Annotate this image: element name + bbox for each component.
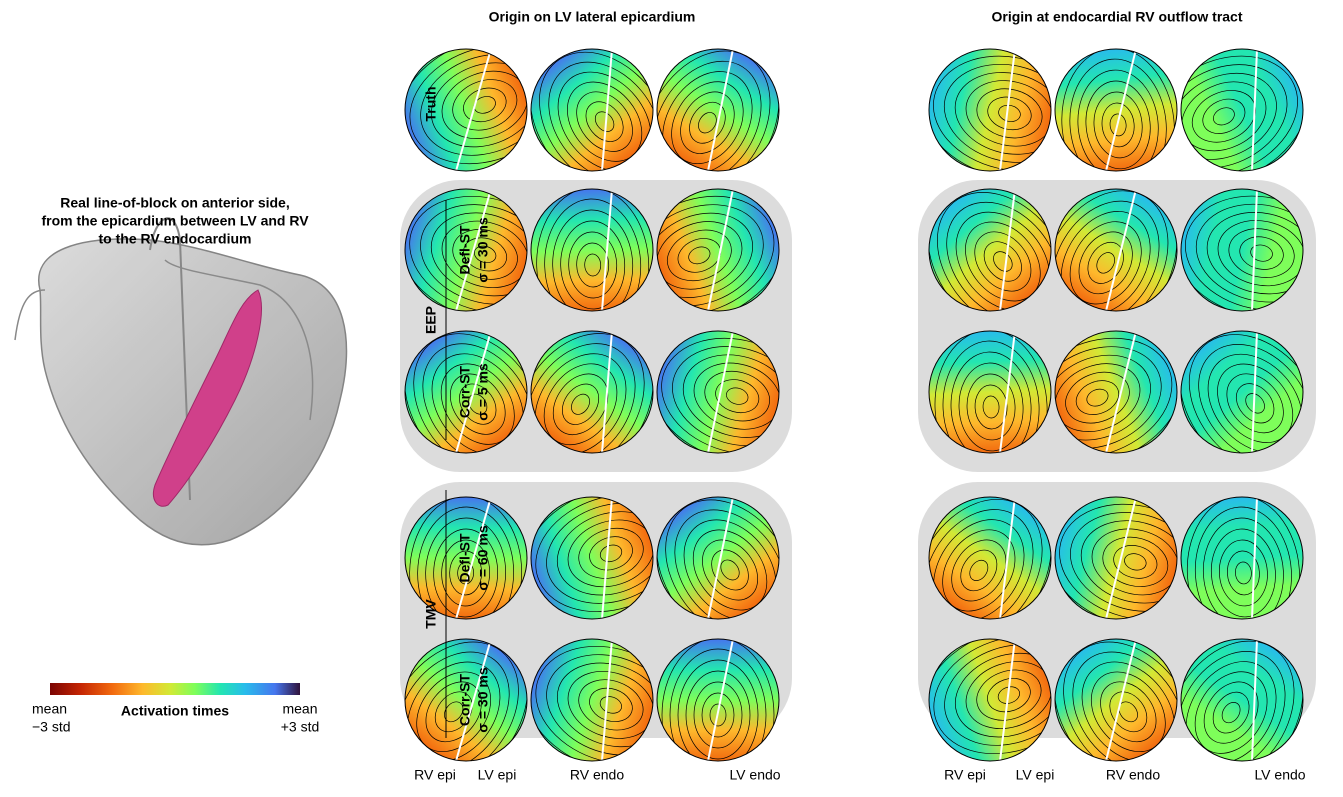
left-title: Real line-of-block on anterior side, [60,195,289,211]
activation-map [929,331,1051,453]
map-outline [530,330,654,454]
map-outline [656,48,780,172]
map-outline [530,638,654,762]
map-outline [928,188,1052,312]
map-outline [1180,48,1304,172]
activation-map [1055,49,1177,171]
map-outline [530,48,654,172]
group-label: EEP [423,306,439,334]
activation-map [531,189,653,311]
map-outline [1180,638,1304,762]
row-label: Corr-ST [457,674,473,727]
map-outline [1180,496,1304,620]
map-outline [530,188,654,312]
map-outline [404,48,528,172]
map-outline [530,496,654,620]
column-title: Origin at endocardial RV outflow tract [992,9,1243,25]
left-title: to the RV endocardium [99,231,252,247]
view-label: RV epi [414,767,456,783]
map-outline [404,638,528,762]
view-label: LV epi [1016,767,1055,783]
activation-map [657,49,779,171]
row-label: Defl-ST [457,225,473,274]
colorbar-min: −3 std [32,719,71,735]
group-label: TMV [423,599,439,629]
view-label: LV epi [478,767,517,783]
map-outline [928,330,1052,454]
view-label: LV endo [729,767,780,783]
activation-map [531,331,653,453]
map-outline [404,330,528,454]
map-outline [1180,188,1304,312]
map-outline [404,188,528,312]
map-outline [1054,496,1178,620]
view-label: RV endo [570,767,624,783]
map-outline [928,496,1052,620]
map-outline [656,188,780,312]
map-outline [1054,188,1178,312]
colorbar-max: mean [282,701,317,717]
heart-render [14,217,348,546]
colorbar [50,683,300,695]
map-outline [1180,330,1304,454]
row-label: Defl-ST [457,533,473,582]
map-outline [656,638,780,762]
row-label: Corr-ST [457,366,473,419]
activation-map [405,497,527,619]
activation-map [1181,497,1303,619]
activation-map [405,49,527,171]
left-title: from the epicardium between LV and RV [41,213,309,229]
row-label: σ = 5 ms [475,363,491,421]
colorbar-label: Activation times [121,703,229,719]
map-outline [1054,330,1178,454]
map-outline [656,496,780,620]
row-label: σ = 30 ms [475,667,491,732]
map-outline [928,48,1052,172]
activation-map [657,639,779,761]
map-outline [928,638,1052,762]
row-label: σ = 30 ms [475,217,491,282]
map-outline [656,330,780,454]
view-label: RV endo [1106,767,1160,783]
row-label: Truth [423,87,439,122]
colorbar-min: mean [32,701,67,717]
column-title: Origin on LV lateral epicardium [489,9,696,25]
colorbar-max: +3 std [281,719,320,735]
map-outline [404,496,528,620]
map-outline [1054,48,1178,172]
view-label: RV epi [944,767,986,783]
map-outline [1054,638,1178,762]
view-label: LV endo [1254,767,1305,783]
row-label: σ = 60 ms [475,525,491,590]
